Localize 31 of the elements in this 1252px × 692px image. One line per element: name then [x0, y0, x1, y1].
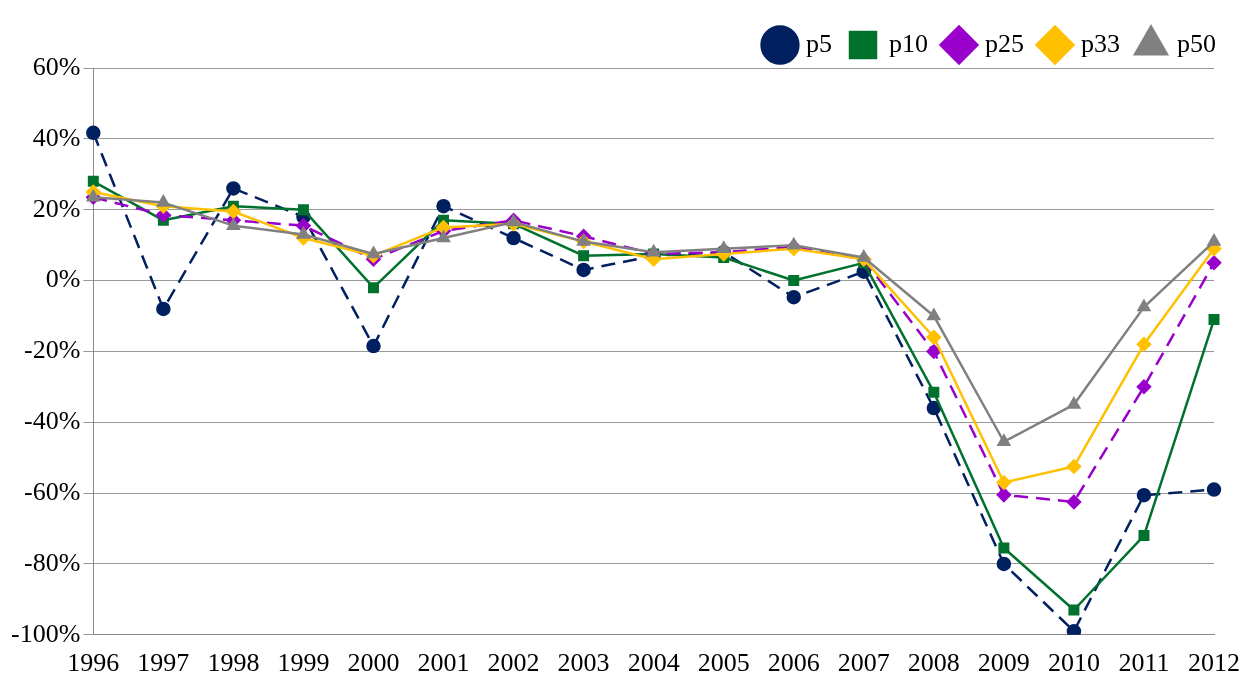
x-tick-label: 2007: [837, 648, 890, 678]
legend-label: p25: [985, 28, 1024, 58]
x-tick-label: 2003: [557, 648, 610, 678]
x-tick-label: 2012: [1188, 648, 1240, 678]
x-tick-label: 2002: [487, 648, 540, 678]
y-tick-label: -60%: [23, 476, 81, 506]
x-tick-label: 1997: [137, 648, 190, 678]
x-tick-label: 2009: [977, 648, 1030, 678]
x-tick-label: 2004: [627, 648, 680, 678]
x-tick-label: 1996: [67, 648, 120, 678]
x-tick-label: 2006: [767, 648, 820, 678]
x-tick-label: 2000: [347, 648, 400, 678]
legend-label: p10: [889, 28, 928, 58]
x-tick-label: 2001: [417, 648, 470, 678]
y-tick-label: 0%: [45, 264, 81, 294]
y-tick-label: 40%: [32, 122, 81, 152]
y-tick-label: -40%: [23, 406, 81, 436]
legend-label: p50: [1177, 28, 1216, 58]
y-tick-label: 20%: [32, 193, 81, 223]
y-tick-label: -80%: [23, 547, 81, 577]
x-tick-label: 2011: [1118, 648, 1170, 678]
x-tick-label: 2010: [1047, 648, 1100, 678]
y-tick-label: 60%: [32, 51, 81, 81]
x-tick-label: 1998: [207, 648, 260, 678]
x-tick-label: 2005: [697, 648, 750, 678]
legend-label: p5: [806, 28, 832, 58]
x-tick-label: 1999: [277, 648, 330, 678]
x-tick-label: 2008: [907, 648, 960, 678]
y-tick-label: -20%: [23, 335, 81, 365]
y-tick-label: -100%: [10, 618, 81, 648]
legend-label: p33: [1081, 28, 1120, 58]
